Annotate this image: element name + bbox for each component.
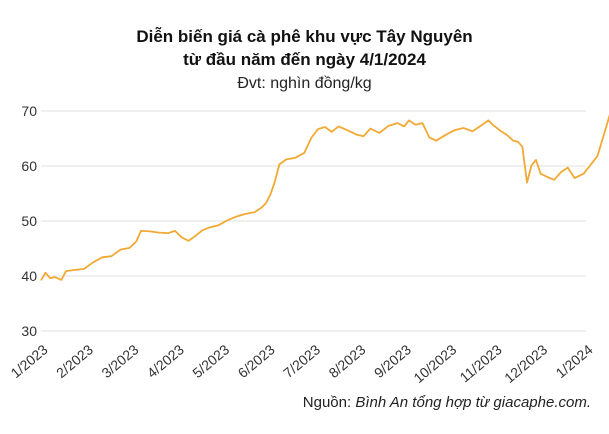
y-tick-label: 50 — [21, 213, 37, 229]
x-tick-label: 3/2023 — [98, 341, 141, 381]
x-tick-label: 12/2023 — [501, 341, 550, 386]
x-tick-label: 9/2023 — [371, 341, 414, 381]
chart-title: Diễn biến giá cà phê khu vực Tây Nguyên — [136, 27, 473, 46]
x-tick-label: 8/2023 — [325, 341, 368, 381]
grid-lines — [41, 110, 586, 332]
x-tick-label: 2/2023 — [53, 341, 96, 381]
x-tick-label: 6/2023 — [235, 341, 278, 381]
x-tick-label: 11/2023 — [457, 341, 505, 385]
x-tick-labels: 1/2023 2/2023 3/2023 4/2023 5/2023 6/2023 7/20… — [8, 341, 596, 386]
y-tick-label: 60 — [21, 158, 37, 174]
source-note: Nguồn: Bình An tổng hợp từ giacaphe.com. — [303, 394, 591, 411]
x-tick-label: 1/2023 — [8, 341, 51, 381]
chart-subtitle: từ đầu năm đến ngày 4/1/2024 — [183, 50, 426, 69]
y-tick-label: 70 — [21, 103, 37, 119]
source-text: Bình An tổng hợp từ giacaphe.com. — [355, 394, 591, 411]
chart-unit: Đvt: nghìn đồng/kg — [237, 75, 372, 92]
source-prefix: Nguồn: — [302, 394, 356, 411]
x-tick-label: 4/2023 — [144, 341, 187, 381]
y-tick-labels: 30 40 50 60 70 — [21, 103, 37, 339]
y-tick-label: 30 — [21, 323, 37, 339]
y-tick-label: 40 — [21, 268, 37, 284]
x-tick-label: 10/2023 — [410, 341, 459, 386]
x-tick-label: 7/2023 — [280, 341, 323, 381]
price-series-line — [40, 114, 609, 281]
x-tick-label: 5/2023 — [189, 341, 232, 381]
x-tick-label: 1/2024 — [553, 341, 596, 381]
